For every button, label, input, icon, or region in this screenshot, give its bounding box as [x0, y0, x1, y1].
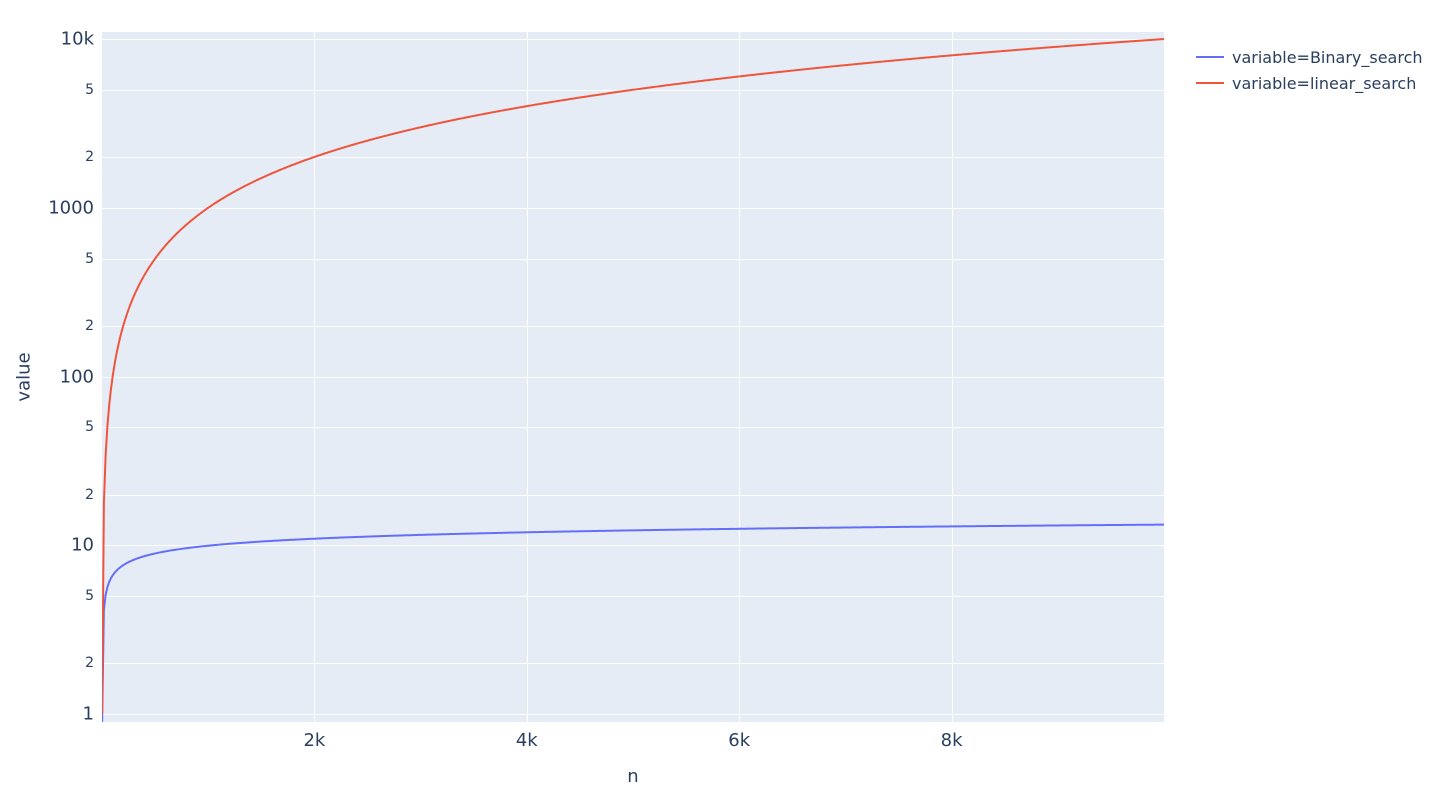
legend-label: variable=linear_search: [1232, 74, 1416, 93]
y-minor-tick-label: 5: [85, 588, 94, 604]
y-minor-tick-label: 5: [85, 251, 94, 267]
y-axis-label: value: [14, 352, 35, 401]
y-minor-tick-label: 2: [85, 318, 94, 334]
y-major-tick-label: 10k: [61, 28, 94, 49]
legend-swatch: [1196, 56, 1224, 58]
legend: variable=Binary_search variable=linear_se…: [1196, 44, 1423, 96]
y-minor-tick-label: 2: [85, 487, 94, 503]
x-axis-label: n: [627, 766, 638, 787]
x-tick-label: 4k: [516, 730, 538, 751]
series-layer: [0, 0, 1456, 803]
series-Binary_search[interactable]: [102, 525, 1164, 722]
legend-label: variable=Binary_search: [1232, 48, 1423, 67]
legend-swatch: [1196, 82, 1224, 84]
x-tick-label: 6k: [728, 730, 750, 751]
y-minor-tick-label: 2: [85, 655, 94, 671]
y-major-tick-label: 1: [83, 704, 94, 725]
legend-item[interactable]: variable=linear_search: [1196, 70, 1423, 96]
chart-container: 2k 4k 6k 8k 1 10 100 1000 10k 2 5 2 5 2 5 2 5 n value v…: [0, 0, 1456, 803]
y-major-tick-label: 100: [60, 366, 94, 387]
y-minor-tick-label: 2: [85, 149, 94, 165]
y-major-tick-label: 1000: [48, 197, 94, 218]
series-linear_search[interactable]: [102, 39, 1164, 714]
y-minor-tick-label: 5: [85, 82, 94, 98]
x-tick-label: 8k: [941, 730, 963, 751]
x-tick-label: 2k: [303, 730, 325, 751]
y-major-tick-label: 10: [71, 535, 94, 556]
y-minor-tick-label: 5: [85, 419, 94, 435]
legend-item[interactable]: variable=Binary_search: [1196, 44, 1423, 70]
